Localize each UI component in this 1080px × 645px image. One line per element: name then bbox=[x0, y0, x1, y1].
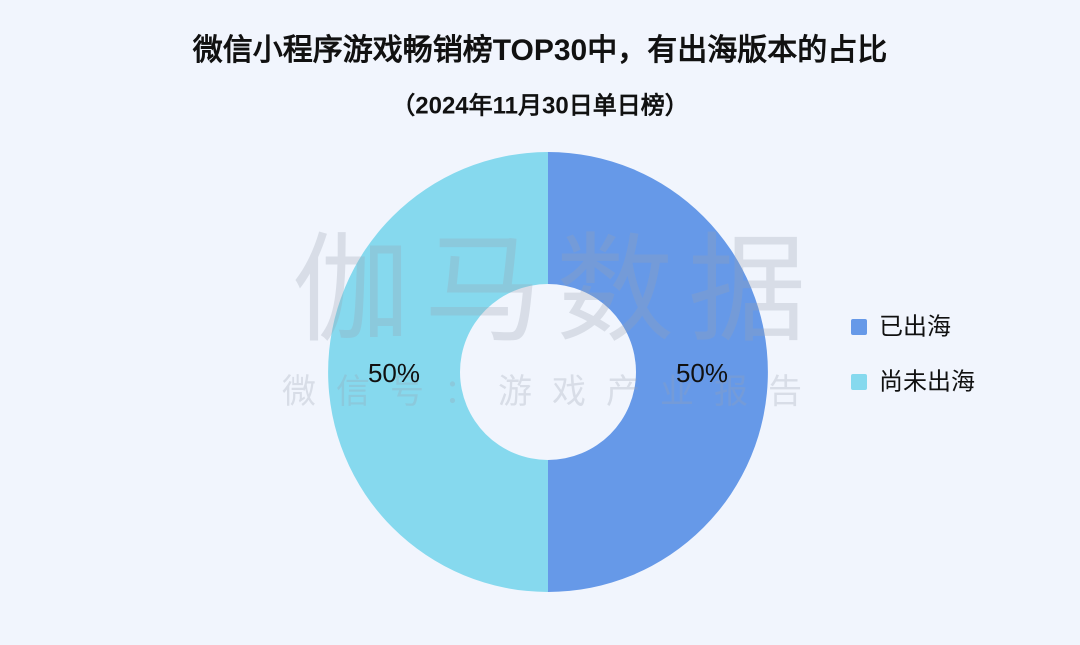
data-label: 50% bbox=[368, 358, 420, 388]
data-label: 50% bbox=[676, 358, 728, 388]
chart-subtitle: （2024年11月30日单日榜） bbox=[391, 91, 688, 119]
donut-slice bbox=[548, 152, 768, 592]
legend-swatch bbox=[851, 374, 867, 390]
legend-swatch bbox=[851, 319, 867, 335]
legend-label: 尚未出海 bbox=[879, 368, 975, 395]
watermark: 微信号：游戏产业报告 bbox=[282, 373, 822, 411]
watermark: 伽马数据 bbox=[292, 225, 820, 357]
legend-label: 已出海 bbox=[879, 313, 951, 340]
chart-title: 微信小程序游戏畅销榜TOP30中，有出海版本的占比 bbox=[192, 33, 888, 67]
donut-slice bbox=[328, 152, 548, 592]
